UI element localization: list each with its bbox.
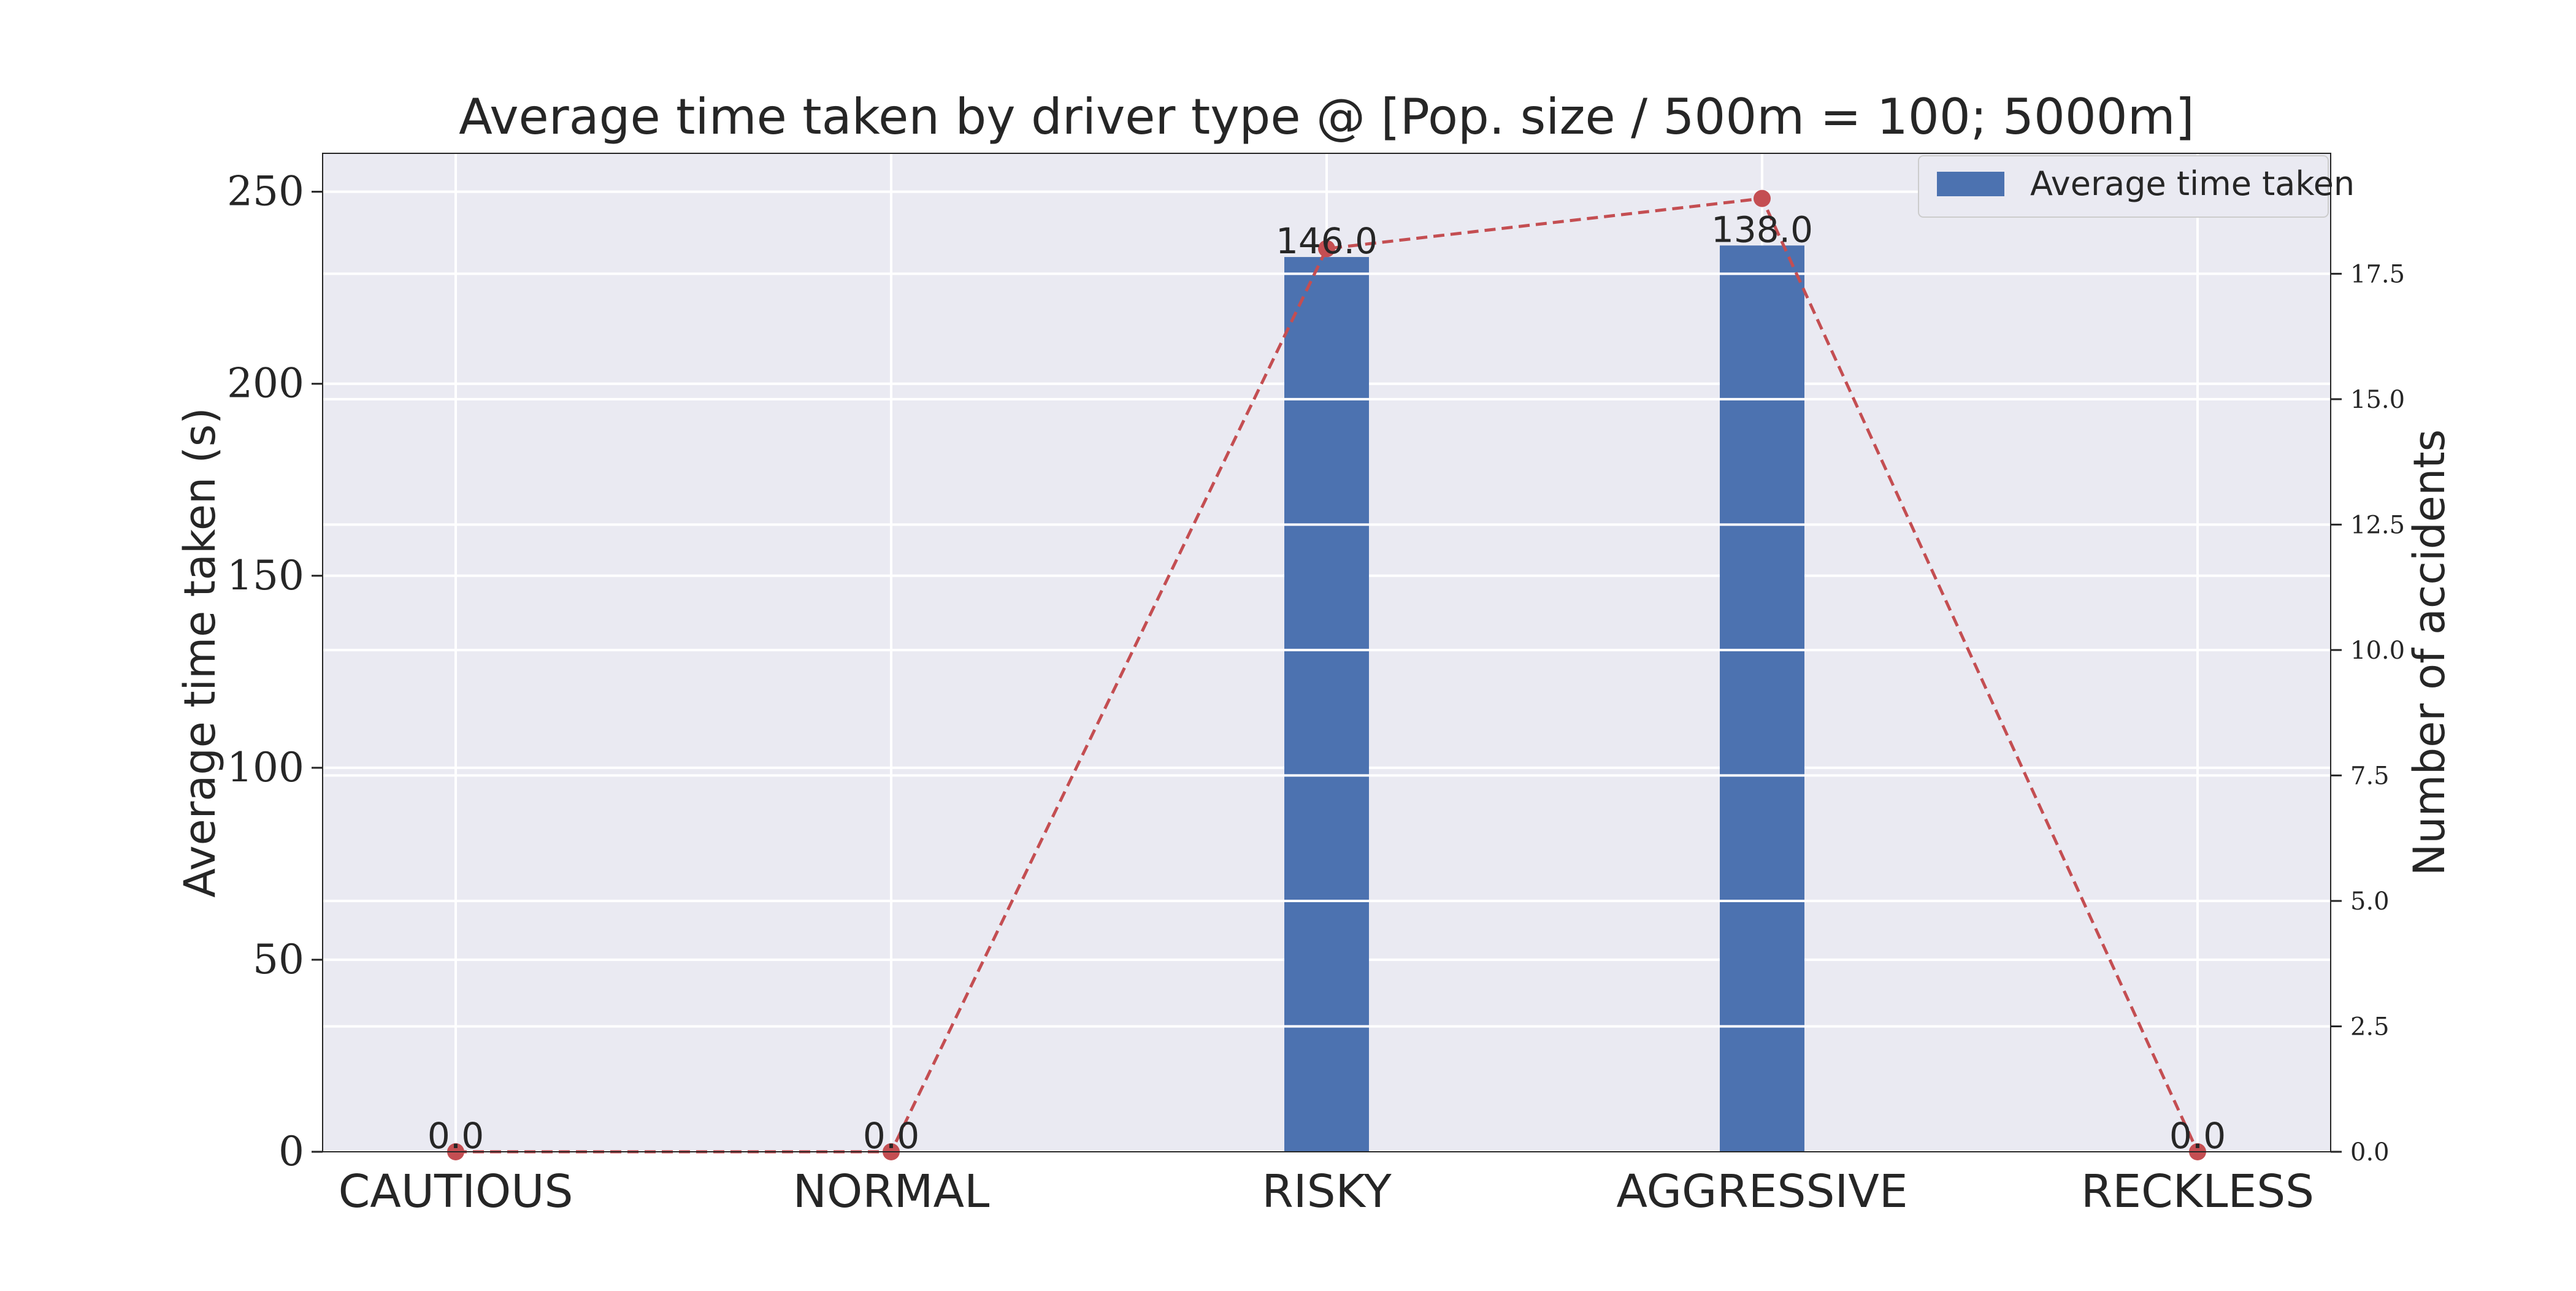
legend-box [1918,155,2329,218]
legend-label: Average time taken [2030,164,2355,203]
y2-tick-label: 17.5 [2350,260,2405,288]
y2-tick-label: 7.5 [2350,762,2390,790]
accident-line-path [456,196,2199,1154]
axes: 0 50 100 150 200 250 0.0 2.5 5.0 7.5 10.0 12.5 15.0 1… [227,168,2405,1218]
x-tick-label: NORMAL [793,1165,990,1218]
accident-point [1318,240,1335,258]
y2-tick-label: 15.0 [2350,386,2405,414]
bar-value-label: 0.0 [2169,1115,2226,1157]
accident-point [1754,190,1771,207]
bar-value-label: 138.0 [1711,209,1813,250]
y2-tick-label: 2.5 [2350,1013,2390,1041]
y-tick-label: 50 [253,936,304,983]
y2-tick-label: 12.5 [2350,511,2405,539]
x-tick-label: CAUTIOUS [339,1165,573,1218]
bar-value-label: 0.0 [427,1115,484,1157]
bar [1720,245,1804,1152]
y2-tick-label: 10.0 [2350,637,2405,665]
x-tick-label: RISKY [1262,1165,1392,1218]
y-axis-label: Average time taken (s) [175,407,225,897]
accident-line [447,190,2206,1160]
y2-tick-label: 0.0 [2350,1138,2390,1166]
bar-value-label: 0.0 [863,1115,919,1157]
x-tick-label: RECKLESS [2081,1165,2314,1218]
x-tick-label: AGGRESSIVE [1616,1165,1907,1218]
y2-tick-label: 5.0 [2350,887,2390,916]
bar [1284,257,1369,1152]
y-tick-label: 100 [227,744,304,791]
y-tick-label: 200 [227,360,304,407]
y-tick-label: 150 [227,552,304,599]
bar-value-label: 146.0 [1276,220,1378,262]
y-tick-label: 250 [227,168,304,215]
data-labels: 0.0 0.0 146.0 138.0 0.0 [427,209,2226,1157]
plot-frame [322,153,2331,1152]
bars [1284,245,1804,1152]
legend: Average time taken [1918,155,2355,218]
y-tick-label: 0 [278,1128,304,1175]
y2-axis-label: Number of accidents [2404,429,2455,876]
chart-title: Average time taken by driver type @ [Pop… [459,88,2195,145]
legend-swatch [1937,172,2004,196]
